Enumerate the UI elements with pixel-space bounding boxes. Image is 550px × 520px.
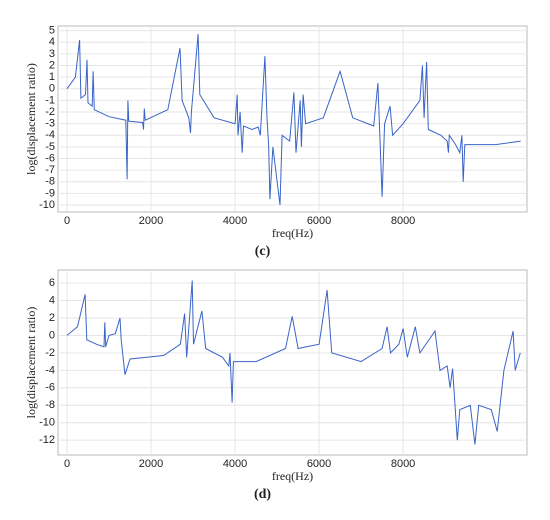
y-tick-label: -2	[45, 106, 55, 118]
y-tick-label: 5	[49, 25, 55, 37]
y-axis-label: log(displacement ratio)	[24, 63, 38, 175]
y-tick-label: 0	[49, 329, 55, 341]
y-tick-label: -6	[45, 152, 55, 164]
y-tick-label: -1	[45, 94, 55, 106]
y-tick-label: -5	[45, 141, 55, 153]
y-tick-label: -4	[45, 129, 55, 141]
y-tick-label: -9	[45, 187, 55, 199]
caption: (d)	[254, 487, 271, 502]
x-tick-label: 6000	[307, 458, 331, 470]
y-tick-label: -12	[39, 434, 55, 446]
y-tick-label: -4	[45, 364, 55, 376]
x-tick-label: 2000	[139, 458, 163, 470]
x-tick-label: 2000	[139, 215, 163, 227]
y-tick-label: 3	[49, 48, 55, 60]
y-tick-label: -7	[45, 164, 55, 176]
y-tick-label: 2	[49, 312, 55, 324]
x-tick-label: 0	[64, 215, 70, 227]
y-tick-label: -6	[45, 382, 55, 394]
y-tick-label: 6	[49, 277, 55, 289]
data-line	[66, 280, 521, 445]
y-tick-label: -8	[45, 176, 55, 188]
y-tick-label: 4	[49, 294, 55, 306]
y-tick-label: 2	[49, 59, 55, 71]
x-tick-label: 4000	[223, 458, 247, 470]
y-tick-label: -10	[39, 199, 55, 211]
y-tick-label: -10	[39, 417, 55, 429]
y-tick-label: -3	[45, 118, 55, 130]
y-tick-label: 4	[49, 36, 55, 48]
y-tick-label: 1	[49, 71, 55, 83]
y-axis-label: log(displacement ratio)	[24, 307, 38, 419]
y-tick-label: -8	[45, 399, 55, 411]
y-tick-label: 0	[49, 83, 55, 95]
x-tick-label: 8000	[391, 215, 415, 227]
x-axis-label: freq(Hz)	[272, 469, 313, 483]
plot-area	[57, 25, 528, 213]
data-line	[66, 34, 521, 206]
x-tick-label: 4000	[223, 215, 247, 227]
y-tick-label: -2	[45, 347, 55, 359]
caption: (c)	[255, 244, 271, 259]
x-axis-label: freq(Hz)	[272, 226, 313, 240]
x-tick-label: 0	[64, 458, 70, 470]
x-tick-label: 8000	[391, 458, 415, 470]
x-tick-label: 6000	[307, 215, 331, 227]
